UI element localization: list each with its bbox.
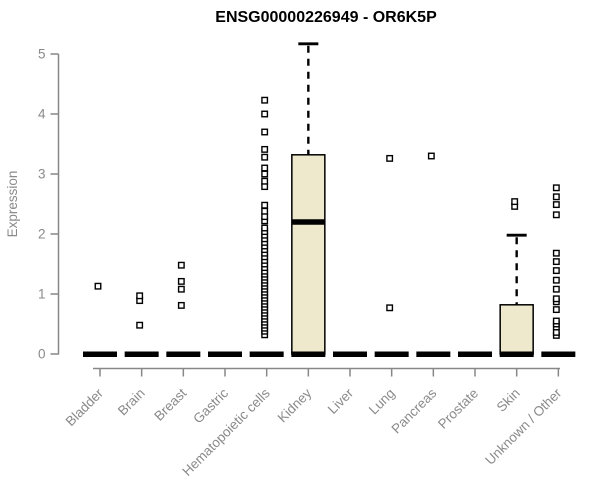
y-tick-label: 1 xyxy=(38,287,46,302)
zero-bar xyxy=(458,351,493,357)
outlier-point xyxy=(261,128,269,136)
x-tick-label: Breast xyxy=(151,385,189,423)
outlier-point xyxy=(386,304,394,312)
boxplot-pancreas xyxy=(416,152,451,357)
outlier-point xyxy=(177,301,185,309)
outlier-point xyxy=(552,258,560,266)
boxplot-brain xyxy=(124,292,159,357)
y-tick-label: 4 xyxy=(38,107,46,122)
zero-bar xyxy=(291,351,326,357)
x-tick-label: Bladder xyxy=(63,385,107,429)
outlier-point xyxy=(552,249,560,257)
outlier-point xyxy=(552,317,560,325)
outlier-point xyxy=(261,177,269,185)
x-tick-label: Prostate xyxy=(435,386,481,432)
chart-title: ENSG00000226949 - OR6K5P xyxy=(215,9,437,26)
y-tick-label: 3 xyxy=(38,167,46,182)
box-rect xyxy=(291,154,326,355)
x-tick-label: Unknown / Other xyxy=(482,385,565,468)
outlier-point xyxy=(552,184,560,192)
zero-bar xyxy=(83,351,117,357)
outlier-point xyxy=(136,321,144,329)
zero-bar xyxy=(416,351,451,357)
zero-bar xyxy=(166,351,201,357)
x-tick-label: Liver xyxy=(325,385,357,417)
outlier-point xyxy=(177,261,185,269)
outlier-point xyxy=(552,267,560,275)
zero-bar xyxy=(333,351,368,357)
outlier-point xyxy=(261,207,269,215)
x-tick-label: Lung xyxy=(366,386,398,418)
zero-bar xyxy=(124,351,159,357)
outlier-point xyxy=(511,198,519,206)
zero-bar xyxy=(208,351,243,357)
y-tick-label: 0 xyxy=(38,347,46,362)
outlier-point xyxy=(177,285,185,293)
outlier-point xyxy=(427,152,435,160)
outlier-point xyxy=(552,193,560,201)
boxplot-kidney xyxy=(291,42,326,357)
outlier-point xyxy=(261,96,269,104)
outlier-point xyxy=(386,154,394,162)
outlier-point xyxy=(136,292,144,300)
boxplot-bladder xyxy=(83,282,117,357)
y-tick-label: 5 xyxy=(38,47,46,62)
zero-bar xyxy=(374,351,409,357)
outlier-point xyxy=(261,170,269,178)
x-tick-label: Gastric xyxy=(190,385,231,426)
outlier-point xyxy=(261,183,269,191)
outlier-point xyxy=(261,153,269,161)
outlier-point xyxy=(261,213,269,221)
boxplot-prostate xyxy=(458,351,493,357)
y-axis-title: Expression xyxy=(5,171,20,238)
outlier-point xyxy=(552,211,560,219)
outlier-point xyxy=(552,276,560,284)
outlier-point xyxy=(261,164,269,172)
outlier-point xyxy=(261,145,269,153)
outlier-point xyxy=(552,328,560,336)
median-line xyxy=(291,219,325,225)
box-rect xyxy=(499,304,534,355)
outlier-point xyxy=(552,201,560,209)
x-tick-label: Skin xyxy=(494,386,523,415)
boxplot-breast xyxy=(166,261,201,357)
outlier-point xyxy=(552,295,560,303)
y-tick-label: 2 xyxy=(38,227,46,242)
zero-bar xyxy=(499,351,534,357)
x-tick-label: Pancreas xyxy=(389,385,440,436)
boxplot-hematopoietic-cells xyxy=(249,96,284,357)
outlier-point xyxy=(261,224,269,232)
outlier-point xyxy=(552,306,560,314)
boxplot-unknown-other xyxy=(541,184,576,357)
boxplot-lung xyxy=(374,154,409,357)
outlier-point xyxy=(261,110,269,118)
x-tick-label: Brain xyxy=(115,386,148,419)
outlier-point xyxy=(94,282,102,290)
outlier-point xyxy=(261,201,269,209)
zero-bar xyxy=(541,351,576,357)
boxplot-liver xyxy=(333,351,368,357)
boxplot-gastric xyxy=(208,351,243,357)
boxplot-skin xyxy=(499,198,534,357)
outlier-point xyxy=(177,277,185,285)
plot-area: 0 1 2 3 4 5 Bladder Brain Breast GastricHematopoi… xyxy=(38,42,576,479)
y-axis: 0 1 2 3 4 5 xyxy=(38,47,60,362)
outlier-point xyxy=(552,285,560,293)
zero-bar xyxy=(249,351,284,357)
x-tick-label: Kidney xyxy=(275,385,315,425)
